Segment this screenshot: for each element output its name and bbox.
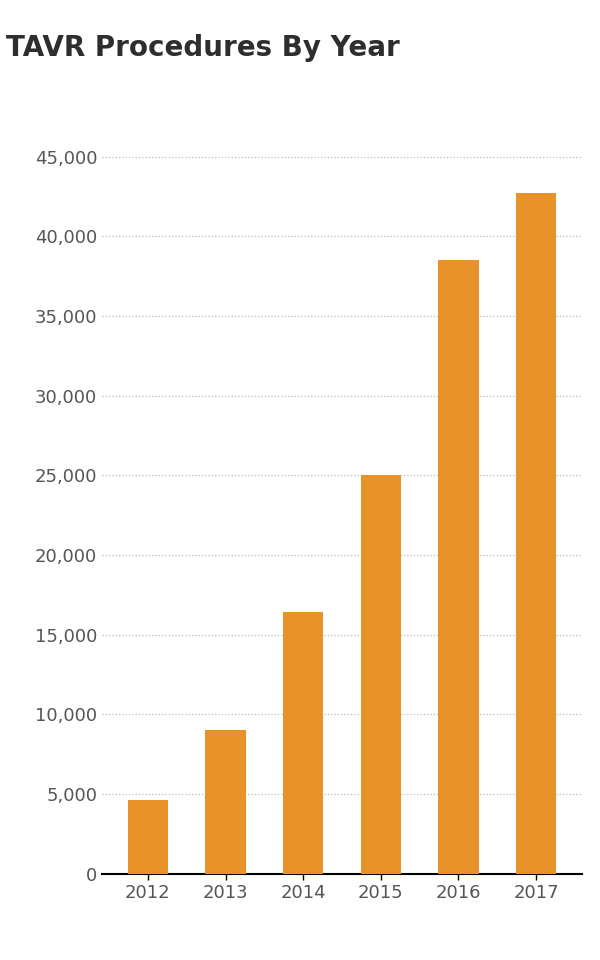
Bar (128, 801, 168, 874)
Bar (516, 193, 556, 874)
Bar (205, 731, 246, 874)
Bar (283, 612, 323, 874)
Bar (361, 475, 401, 874)
Text: TAVR Procedures By Year: TAVR Procedures By Year (6, 34, 400, 61)
Bar (438, 260, 479, 874)
